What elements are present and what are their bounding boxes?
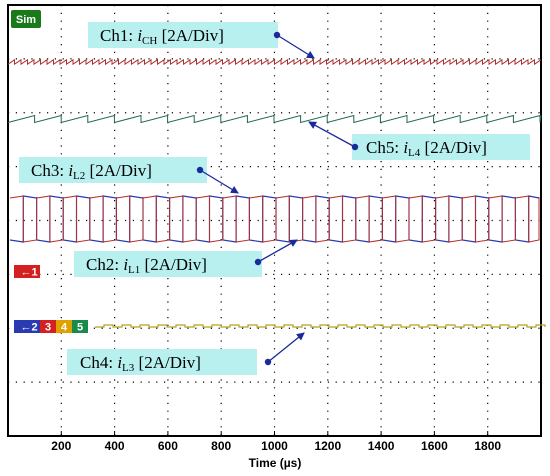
sim-badge-bg [11, 10, 41, 28]
x-tick-label: 200 [51, 439, 71, 453]
marker-ch5: 5 [77, 322, 83, 334]
annotation-ch1-box [88, 22, 278, 48]
annotation-ch4-arrow [267, 332, 305, 363]
traces [7, 58, 546, 328]
annotation-ch3-box [19, 157, 207, 183]
x-tick-label: 800 [211, 439, 231, 453]
x-ticks: 200 400 600 800 1000 1200 1400 1600 1800 [51, 431, 501, 453]
annotation-ch2-arrow [257, 239, 298, 263]
marker-ch3-bg [40, 320, 56, 333]
channel-markers: ←1 ←2 3 4 5 [14, 265, 88, 334]
marker-ch4-bg [56, 320, 72, 333]
annotation-ch5-label: Ch5: iL4 [2A/Div] [366, 138, 487, 159]
trace-ch1 [7, 58, 542, 66]
marker-ch2: ←2 [20, 322, 37, 334]
marker-ch3: 3 [45, 322, 51, 334]
annotation-ch4-label: Ch4: iL3 [2A/Div] [80, 353, 201, 374]
marker-ch1-bg [14, 265, 40, 278]
x-tick-label: 1800 [474, 439, 501, 453]
annotation-ch3-label: Ch3: iL2 [2A/Div] [31, 161, 152, 182]
annotation-ch5-box [352, 134, 530, 160]
annotation-ch5-arrow [308, 121, 356, 148]
x-tick-label: 1200 [314, 439, 341, 453]
trace-ch5 [7, 114, 542, 124]
x-tick-label: 1000 [261, 439, 288, 453]
annotation-ch1-label: Ch1: iCH [2A/Div] [100, 26, 224, 47]
annotation-ch2-label: Ch2: iL1 [2A/Div] [86, 255, 207, 276]
x-axis-title: Time (µs) [249, 456, 302, 470]
annotation-ch3-arrow [199, 169, 239, 194]
marker-ch4: 4 [61, 322, 68, 334]
sim-badge-label: Sim [16, 14, 36, 26]
marker-ch5-bg [72, 320, 88, 333]
annotation-ch2-box [74, 251, 262, 277]
marker-ch2-bg [14, 320, 40, 333]
x-tick-label: 1600 [421, 439, 448, 453]
annotation-ch4-box [67, 349, 257, 375]
x-tick-label: 400 [105, 439, 125, 453]
x-tick-label: 600 [158, 439, 178, 453]
x-tick-label: 1400 [368, 439, 395, 453]
trace-ch2 [9, 195, 540, 243]
marker-ch1: ←1 [20, 267, 37, 279]
annotations: Ch1: iCH [2A/Div] Ch5: iL4 [2A/Div] Ch3: i… [19, 22, 530, 375]
annotation-ch1-arrow [276, 34, 315, 59]
sim-badge: Sim [11, 10, 41, 28]
trace-ch4 [95, 324, 546, 328]
